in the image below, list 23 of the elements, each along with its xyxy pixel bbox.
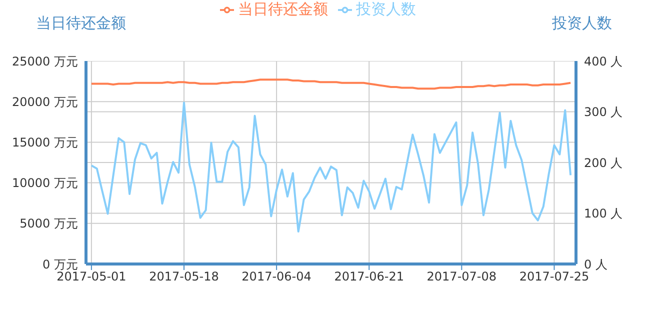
y-tick-label: 15000 万元 [12,135,78,150]
y2-tick-label: 400 人 [584,54,623,68]
line-series [90,102,572,233]
y-axis-title: 当日待还金额 [36,14,126,33]
x-tick-label: 2017-05-18 [149,270,219,284]
y2-tick-label: 200 人 [584,156,623,170]
x-tick-label: 2017-07-25 [519,270,590,284]
y2-tick-label: 0 人 [584,257,608,272]
x-tick-label: 2017-06-21 [334,270,404,284]
y-tick-label: 10000 万元 [12,176,78,190]
legend-label: 投资人数 [356,0,416,18]
y2-tick-label: 100 人 [584,206,623,221]
y-tick-label: 0 万元 [42,257,78,272]
x-tick-label: 2017-07-08 [426,270,497,284]
y2-tick-label: 300 人 [584,105,623,120]
y-tick-label: 20000 万元 [12,94,78,109]
line-series [90,78,572,90]
x-tick-label: 2017-06-04 [242,270,312,284]
x-tick-label: 2017-05-01 [56,270,126,284]
legend-label: 当日待还金额 [238,0,328,18]
y2-axis-title: 投资人数 [552,14,612,33]
y-tick-label: 5000 万元 [20,216,78,231]
y-tick-label: 25000 万元 [12,54,78,68]
